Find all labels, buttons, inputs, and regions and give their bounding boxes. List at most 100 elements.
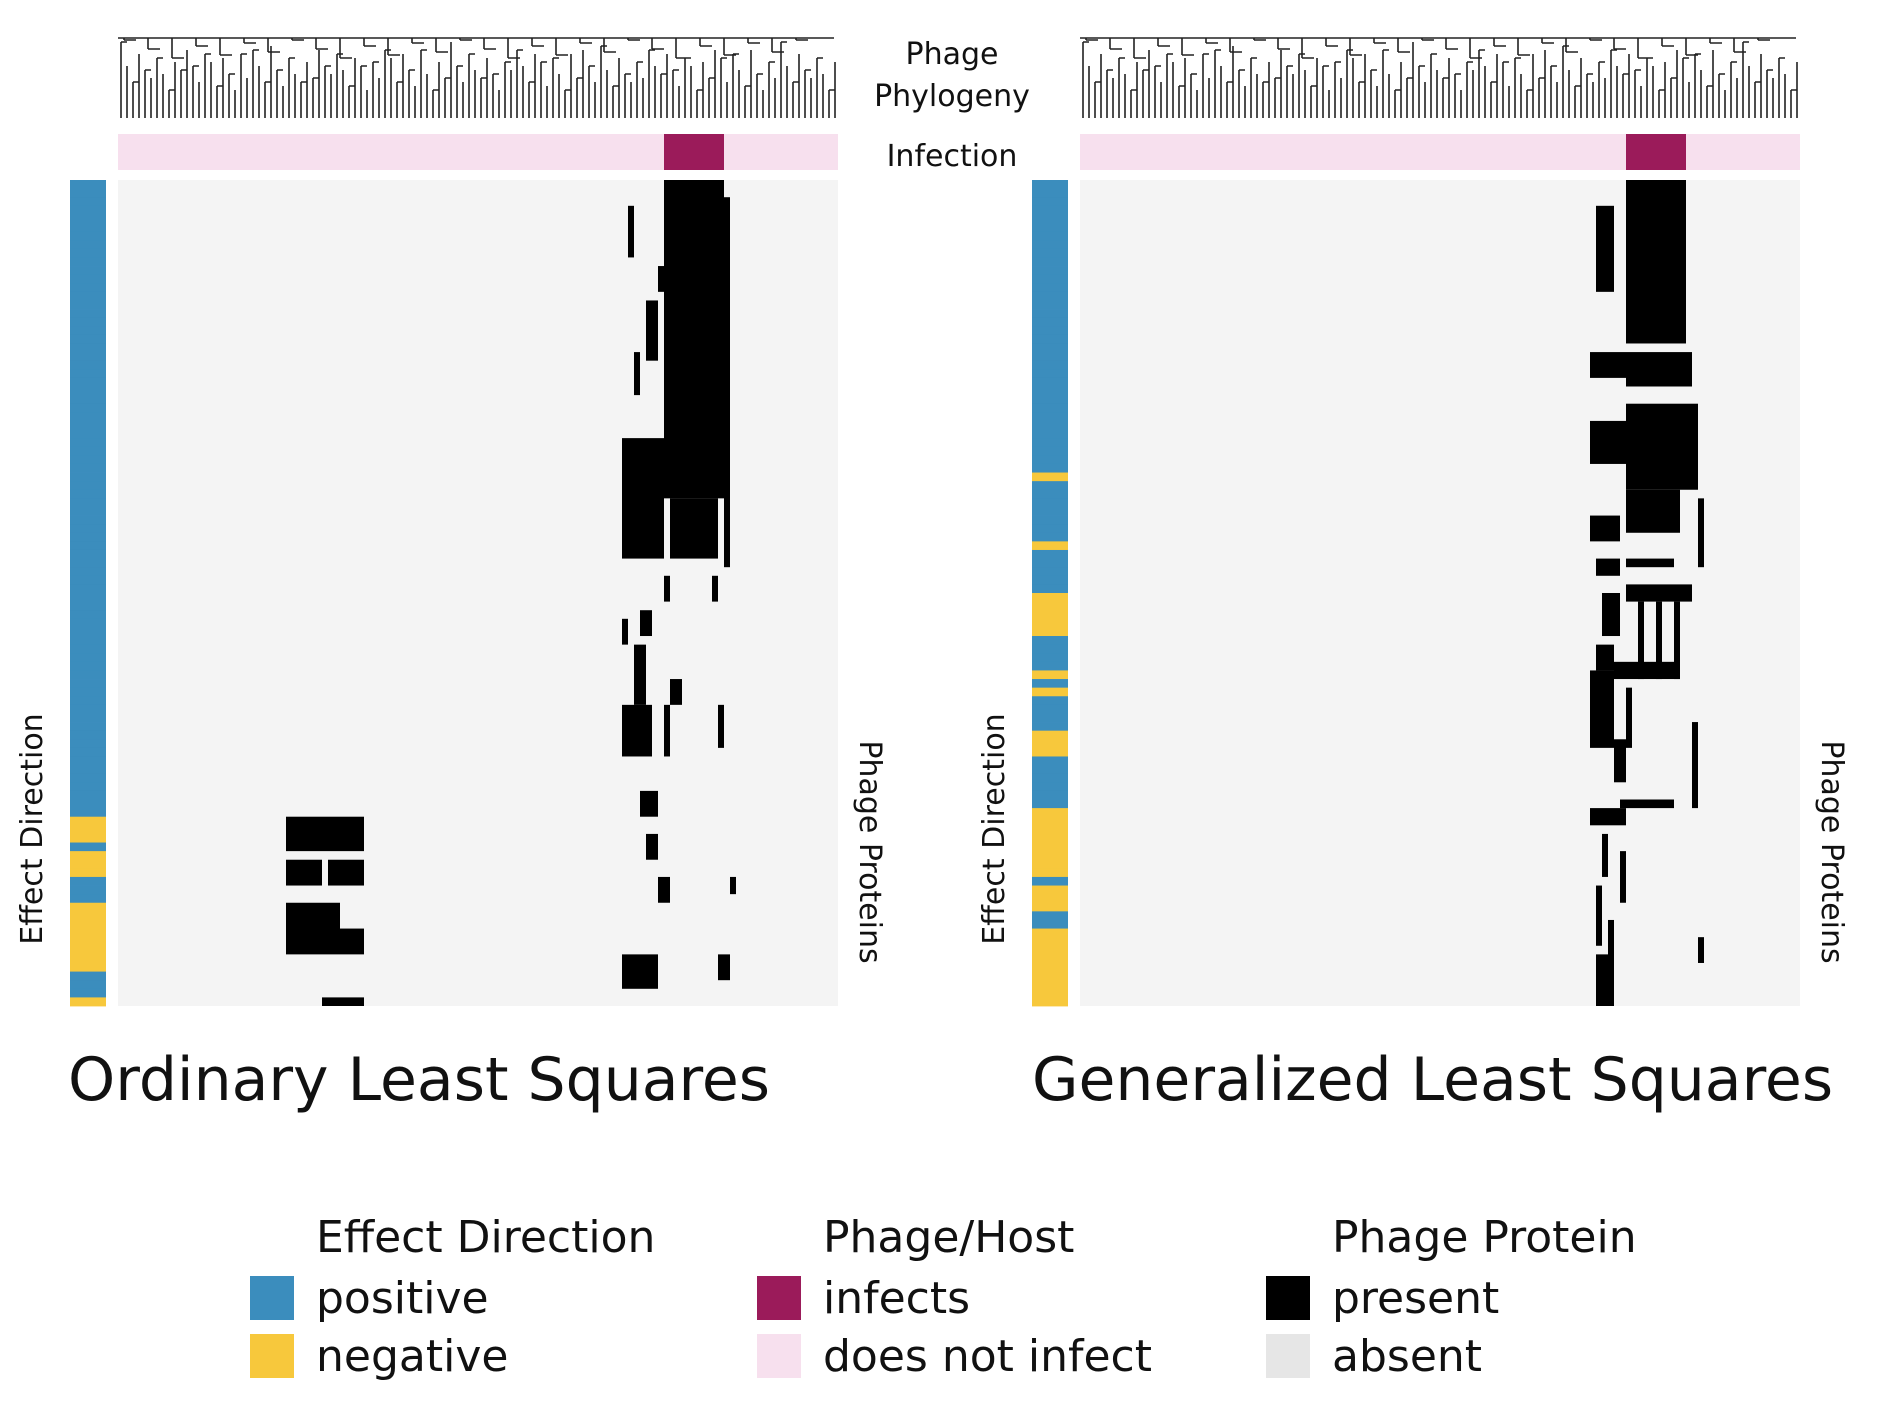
legend-label-does-not-infect: does not infect: [823, 1330, 1152, 1382]
effect-direction-cell: [1032, 197, 1068, 207]
gls-title: Generalized Least Squares: [1032, 1045, 1833, 1115]
effect-direction-cell: [1032, 808, 1068, 818]
effect-direction-cell: [70, 524, 106, 534]
effect-direction-cell: [1032, 317, 1068, 327]
swatch-absent: [1266, 1334, 1310, 1378]
effect-direction-cell: [70, 403, 106, 413]
effect-direction-cell: [70, 919, 106, 929]
effect-direction-cell: [70, 601, 106, 611]
legend-label-negative: negative: [316, 1330, 509, 1382]
effect-direction-cell: [70, 223, 106, 233]
present-cell: [1620, 799, 1674, 809]
effect-direction-cell: [1032, 309, 1068, 319]
effect-direction-cell: [1032, 962, 1068, 972]
present-cell: [1656, 601, 1662, 680]
effect-direction-cell: [1032, 515, 1068, 525]
effect-direction-cell: [70, 429, 106, 439]
effect-direction-cell: [70, 352, 106, 362]
effect-direction-cell: [1032, 747, 1068, 757]
effect-direction-cell: [70, 593, 106, 603]
effect-direction-cell: [1032, 704, 1068, 714]
effect-direction-cell: [1032, 782, 1068, 792]
present-cell: [1692, 722, 1698, 809]
effect-direction-cell: [1032, 954, 1068, 964]
present-cell: [628, 205, 634, 258]
effect-direction-cell: [1032, 180, 1068, 190]
effect-direction-cell: [70, 334, 106, 344]
present-cell: [1602, 833, 1608, 877]
effect-direction-cell: [1032, 472, 1068, 482]
effect-direction-cell: [70, 902, 106, 912]
effect-direction-cell: [70, 644, 106, 654]
effect-direction-cell: [1032, 945, 1068, 955]
ols-panel: [70, 37, 838, 1007]
effect-direction-cell: [1032, 524, 1068, 534]
effect-direction-cell: [70, 868, 106, 878]
effect-direction-cell: [1032, 713, 1068, 723]
infection-strip: [1080, 134, 1800, 170]
phylogeny-branches: [118, 37, 836, 118]
present-cell: [286, 859, 322, 886]
present-cell: [1626, 403, 1698, 490]
present-cell: [1590, 352, 1626, 378]
effect-direction-cell: [70, 610, 106, 620]
present-cell: [1602, 593, 1620, 637]
effect-direction-cell: [70, 799, 106, 809]
present-cell: [340, 928, 364, 955]
effect-direction-cell: [70, 455, 106, 465]
present-cell: [724, 197, 730, 568]
effect-direction-cell: [1032, 679, 1068, 689]
legend-protein-title: Phage Protein: [1332, 1212, 1637, 1263]
effect-direction-cell: [70, 739, 106, 749]
present-cell: [646, 833, 658, 860]
present-cell: [328, 859, 364, 886]
effect-direction-cell: [1032, 661, 1068, 671]
effect-direction-cell: [1032, 610, 1068, 620]
swatch-positive: [250, 1276, 294, 1320]
effect-direction-cell: [70, 782, 106, 792]
effect-direction-cell: [1032, 549, 1068, 559]
effect-direction-cell: [70, 214, 106, 224]
legend-item-negative: negative: [250, 1327, 655, 1385]
effect-direction-cell: [1032, 489, 1068, 499]
present-cell: [1590, 515, 1620, 542]
effect-direction-cell: [1032, 584, 1068, 594]
effect-direction-cell: [1032, 420, 1068, 430]
effect-direction-cell: [1032, 739, 1068, 749]
effect-direction-cell: [70, 489, 106, 499]
effect-direction-cell: [70, 851, 106, 861]
effect-direction-cell: [1032, 377, 1068, 387]
swatch-infects: [757, 1276, 801, 1320]
effect-direction-cell: [1032, 240, 1068, 250]
effect-direction-cell: [1032, 352, 1068, 362]
effect-direction-cell: [1032, 730, 1068, 740]
effect-direction-cell: [1032, 541, 1068, 551]
effect-direction-cell: [1032, 790, 1068, 800]
effect-direction-cell: [70, 584, 106, 594]
effect-direction-cell: [70, 463, 106, 473]
effect-direction-cell: [70, 859, 106, 869]
effect-direction-cell: [70, 197, 106, 207]
present-cell: [1608, 919, 1614, 972]
present-cell: [286, 816, 364, 852]
effect-direction-cell: [70, 670, 106, 680]
effect-direction-cell: [70, 438, 106, 448]
effect-direction-cell: [70, 833, 106, 843]
legend-effect-title: Effect Direction: [316, 1212, 656, 1263]
effect-direction-cell: [1032, 291, 1068, 301]
legend-label-positive: positive: [316, 1272, 489, 1324]
effect-direction-cell: [1032, 911, 1068, 921]
effect-direction-cell: [1032, 988, 1068, 998]
phylogeny-label-line2: Phylogeny: [874, 79, 1030, 114]
present-cell: [622, 954, 658, 989]
effect-direction-cell: [70, 575, 106, 585]
ols-phage-proteins-label: Phage Proteins: [852, 740, 887, 963]
effect-direction-cell: [1032, 205, 1068, 215]
legend-label-absent: absent: [1332, 1330, 1483, 1382]
effect-direction-cell: [70, 894, 106, 904]
present-cell: [1698, 498, 1704, 568]
effect-direction-cell: [70, 498, 106, 508]
present-cell: [670, 679, 682, 705]
effect-direction-cell: [70, 481, 106, 491]
